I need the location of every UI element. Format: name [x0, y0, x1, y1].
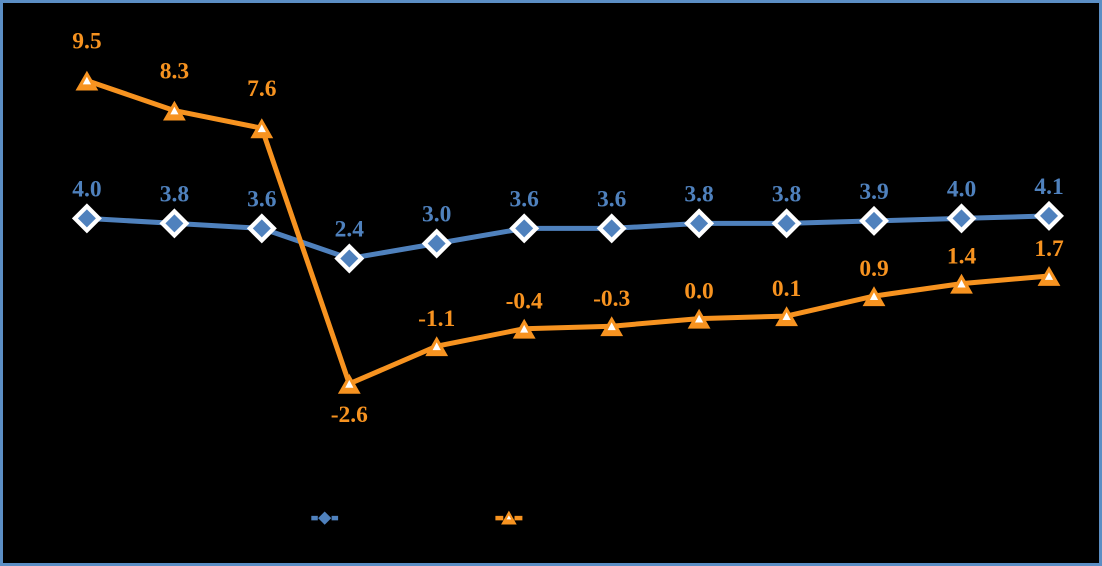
svg-text:0.9: 0.9	[859, 256, 888, 282]
svg-text:3.9: 3.9	[859, 179, 888, 205]
svg-text:4.0: 4.0	[72, 176, 101, 202]
svg-text:-1.1: -1.1	[418, 306, 455, 332]
svg-text:0.0: 0.0	[684, 279, 713, 305]
svg-text:3.6: 3.6	[510, 186, 540, 212]
svg-text:-2.6: -2.6	[331, 402, 368, 428]
svg-text:3.8: 3.8	[684, 181, 713, 207]
svg-text:-0.3: -0.3	[593, 286, 630, 312]
svg-text:4.0: 4.0	[947, 176, 976, 202]
svg-text:0.1: 0.1	[772, 276, 801, 302]
svg-text:3.0: 3.0	[422, 202, 451, 228]
svg-text:9.5: 9.5	[72, 29, 101, 55]
svg-text:7.6: 7.6	[247, 76, 277, 102]
svg-text:3.6: 3.6	[597, 186, 627, 212]
svg-text:1.7: 1.7	[1034, 236, 1064, 262]
svg-text:1.4: 1.4	[947, 244, 977, 270]
svg-text:8.3: 8.3	[160, 59, 189, 85]
svg-text:-0.4: -0.4	[506, 289, 543, 315]
svg-text:3.8: 3.8	[160, 181, 189, 207]
svg-text:2.4: 2.4	[335, 217, 365, 243]
svg-text:4.1: 4.1	[1034, 174, 1063, 200]
svg-text:3.8: 3.8	[772, 181, 801, 207]
svg-text:3.6: 3.6	[247, 186, 277, 212]
